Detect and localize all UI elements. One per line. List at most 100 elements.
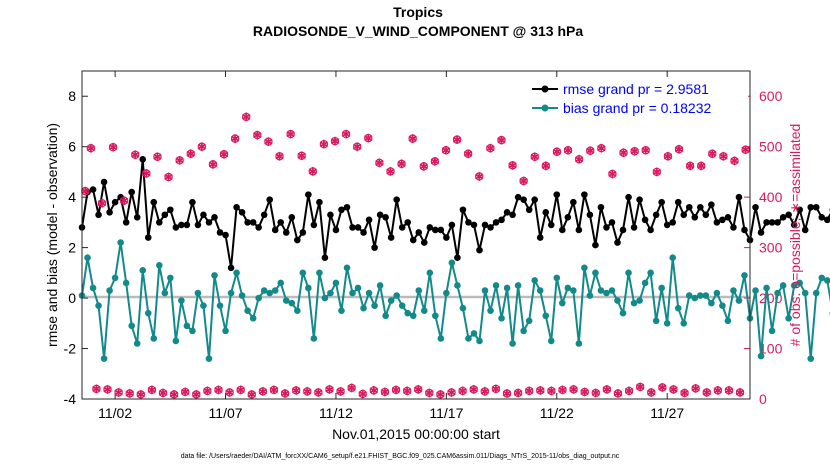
obs-assimilated-point — [652, 167, 661, 177]
rmse-point — [674, 198, 682, 206]
rmse-point — [691, 214, 699, 221]
bias-point — [111, 274, 119, 282]
obs-assimilated-point — [580, 387, 589, 397]
rmse-point — [189, 198, 196, 206]
obs-assimilated-point — [369, 385, 378, 395]
obs-assimilated-point — [386, 166, 395, 176]
y-tick-label: 2 — [68, 240, 76, 256]
obs-assimilated-point — [713, 385, 722, 395]
obs-assimilated-point — [81, 186, 90, 196]
bias-point — [669, 254, 677, 262]
bias-point — [227, 289, 235, 297]
obs-assimilated-point — [619, 148, 628, 158]
bias-point — [183, 322, 191, 330]
legend-bias-label: bias grand pr = 0.18232 — [563, 100, 711, 116]
bias-point — [404, 309, 412, 317]
rmse-point — [763, 219, 770, 226]
obs-assimilated-point — [247, 389, 256, 399]
bias-point — [592, 269, 599, 277]
obs-assimilated-point — [586, 146, 595, 156]
rmse-point — [122, 219, 130, 226]
x-tick-label: 11/22 — [540, 405, 574, 421]
y-axis-label: rmse and bias (model - observation) — [44, 123, 60, 347]
x-tick-label: 11/07 — [209, 405, 243, 421]
rmse-point — [536, 234, 544, 241]
legend-bias-marker — [541, 104, 549, 112]
rmse-point — [790, 221, 798, 229]
rmse-point — [382, 214, 389, 221]
obs-assimilated-point — [558, 385, 567, 395]
rmse-point — [178, 221, 185, 229]
obs-assimilated-point — [425, 388, 434, 398]
rmse-point — [774, 219, 781, 226]
bias-point — [636, 297, 643, 304]
obs-assimilated-point — [375, 158, 384, 168]
bias-point — [238, 292, 246, 299]
obs-assimilated-point — [92, 384, 101, 394]
bias-point — [200, 302, 207, 309]
obs-assimilated-point — [397, 159, 406, 169]
bias-point — [559, 299, 566, 307]
bias-point — [470, 330, 478, 337]
obs-assimilated-point — [708, 149, 717, 159]
bias-point — [106, 287, 113, 294]
bias-point — [282, 297, 290, 304]
bias-point — [509, 340, 516, 347]
y2-tick-label: 600 — [759, 88, 783, 104]
bias-point — [768, 327, 776, 335]
rmse-point — [652, 211, 660, 219]
obs-assimilated-point — [447, 387, 456, 397]
rmse-point — [619, 226, 627, 234]
obs-assimilated-point — [475, 171, 484, 181]
legend-box — [528, 79, 748, 121]
obs-assimilated-point — [519, 176, 528, 186]
obs-assimilated-point — [441, 145, 450, 155]
rmse-point — [465, 219, 472, 226]
rmse-point — [282, 229, 290, 236]
footer-data-file: data file: /Users/raeder/DAI/ATM_forcXX/… — [181, 453, 620, 460]
rmse-point — [608, 219, 616, 226]
bias-point — [338, 307, 345, 314]
bias-point — [349, 289, 356, 297]
rmse-point — [498, 216, 505, 224]
bias-point — [409, 312, 417, 320]
obs-series — [81, 112, 750, 399]
bias-point — [641, 279, 649, 287]
obs-assimilated-point — [258, 386, 267, 396]
rmse-point — [426, 224, 434, 231]
bias-point — [365, 289, 373, 297]
bias-point — [448, 259, 456, 267]
bias-point — [514, 282, 522, 289]
obs-assimilated-point — [142, 168, 151, 178]
obs-assimilated-point — [253, 130, 262, 140]
rmse-point — [553, 191, 561, 198]
rmse-point — [133, 214, 141, 221]
bias-point — [144, 309, 152, 317]
obs-assimilated-point — [264, 137, 273, 147]
rmse-point — [271, 226, 279, 234]
rmse-point — [338, 206, 345, 214]
bias-point — [586, 292, 594, 299]
bias-point — [575, 340, 583, 347]
bias-point — [222, 327, 229, 335]
rmse-point — [630, 224, 638, 231]
rmse-point — [200, 211, 207, 219]
bias-point — [608, 287, 616, 294]
bias-point — [542, 312, 550, 320]
rmse-point — [420, 239, 428, 246]
obs-assimilated-point — [663, 151, 672, 161]
obs-assimilated-point — [541, 161, 550, 171]
obs-assimilated-point — [136, 389, 145, 399]
obs-assimilated-point — [225, 387, 234, 397]
rmse-point — [487, 224, 494, 231]
rmse-point — [448, 221, 456, 229]
bias-point — [564, 284, 572, 292]
bias-point — [691, 294, 699, 302]
bias-point — [741, 272, 748, 279]
bias-point — [752, 287, 759, 294]
obs-assimilated-point — [97, 198, 106, 208]
rmse-point — [222, 231, 229, 239]
bias-point — [271, 287, 279, 294]
bias-point — [652, 317, 660, 325]
bias-point — [465, 335, 472, 342]
